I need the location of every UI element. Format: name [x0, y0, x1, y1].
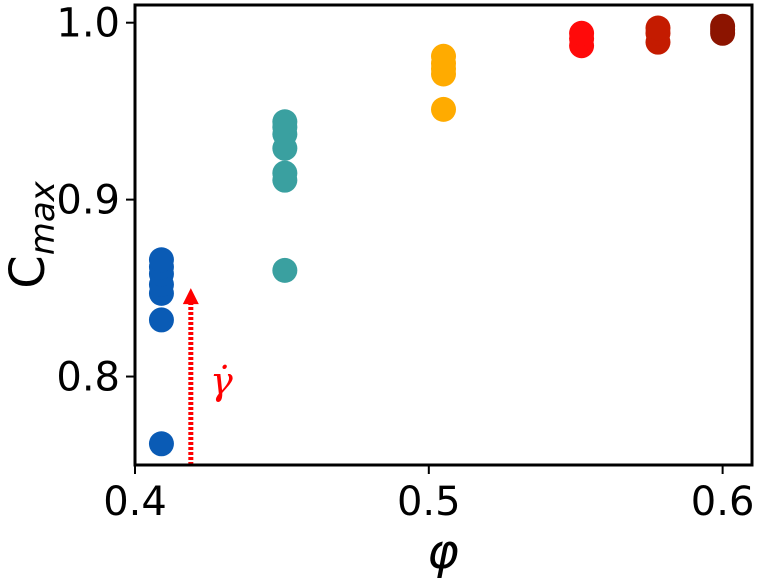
axis-ticks: 0.4 0.5 0.6 0.8 0.9 1.0	[56, 1, 754, 525]
data-point-s1-6	[272, 109, 298, 135]
data-point-s0-6	[148, 247, 174, 273]
data-point-s2-0	[431, 96, 456, 122]
x-axis-label: φ	[427, 524, 459, 578]
y-tick-label-2: 1.0	[56, 1, 120, 47]
y-axis-label-base: C	[0, 255, 56, 289]
data-point-s1-0	[272, 257, 298, 283]
y-tick-label-1: 0.9	[56, 178, 120, 224]
data-point-s5-2	[710, 13, 736, 39]
x-tick-label-2: 0.6	[691, 479, 755, 525]
data-point-s2-4	[431, 43, 456, 69]
x-tick-label-1: 0.5	[397, 479, 461, 525]
data-point-s0-0	[148, 431, 174, 457]
shear-rate-annotation: γ̇	[210, 359, 233, 403]
plot-frame	[133, 3, 754, 467]
chart-marks	[148, 13, 736, 465]
shear-rate-arrow-head	[182, 288, 199, 305]
data-point-s1-2	[272, 160, 298, 186]
y-axis-label-subscript: max	[23, 180, 63, 255]
data-point-s0-1	[148, 307, 174, 333]
data-point-s4-2	[645, 15, 671, 41]
x-tick-label-0: 0.4	[103, 479, 167, 525]
y-axis-label: Cmax	[0, 180, 63, 288]
data-point-s3-2	[569, 20, 595, 46]
y-tick-label-0: 0.8	[56, 355, 120, 401]
